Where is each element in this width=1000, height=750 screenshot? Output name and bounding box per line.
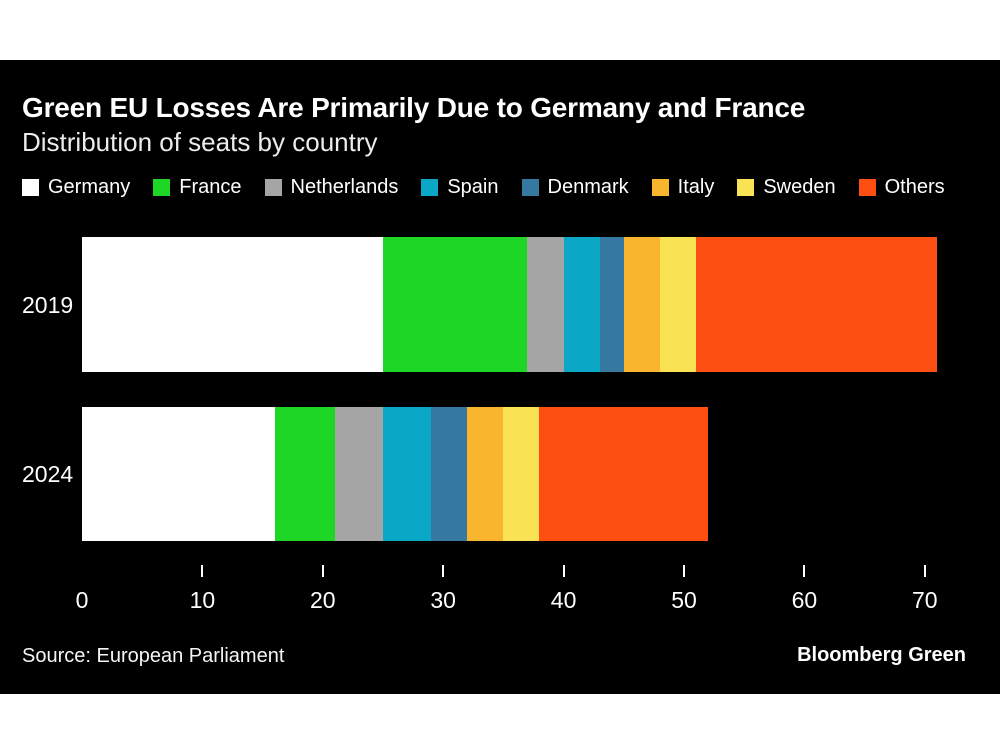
axis-tick-label: 50 (671, 587, 697, 613)
legend-item-netherlands: Netherlands (264, 176, 399, 198)
axis-tick-label: 70 (912, 587, 938, 613)
legend-swatch-icon (421, 178, 439, 196)
bar-segment-france (383, 237, 528, 372)
axis-tick-label: 0 (75, 587, 89, 613)
bar-segment-denmark (431, 407, 468, 541)
legend-item-denmark: Denmark (521, 176, 629, 198)
legend-item-sweden: Sweden (737, 176, 836, 198)
axis-tick (321, 565, 324, 577)
legend-label: Italy (677, 176, 715, 198)
axis-tick (683, 565, 685, 577)
legend-swatch-icon (651, 178, 669, 196)
bar-segment-denmark (599, 237, 624, 372)
legend-item-italy: Italy (651, 176, 715, 198)
legend-label: Germany (48, 176, 131, 198)
stacked-bar-2019 (82, 237, 937, 372)
bar-segment-germany (82, 407, 275, 541)
brand-logo: Bloomberg Green (797, 644, 966, 666)
axis-tick (923, 565, 926, 577)
legend-label: Others (884, 176, 945, 198)
bar-segment-netherlands (334, 407, 383, 541)
chart-panel: Green EU Losses Are Primarily Due to Ger… (0, 60, 1000, 694)
axis-tick-label: 30 (430, 587, 456, 613)
category-label-2024: 2024 (22, 461, 74, 487)
legend-label: France (179, 176, 242, 198)
axis-tick-label: 20 (310, 587, 336, 613)
axis-tick (442, 565, 445, 577)
axis-tick-label: 40 (550, 587, 577, 613)
category-label-2019: 2019 (22, 291, 74, 318)
bar-segment-others (539, 407, 708, 541)
bar-segment-germany (82, 237, 383, 372)
source-note: Source: European Parliament (22, 645, 285, 667)
bar-segment-spain (382, 407, 432, 541)
axis-tick (562, 565, 565, 577)
legend-label: Denmark (547, 176, 629, 198)
legend-label: Spain (447, 176, 499, 198)
legend-item-germany: Germany (22, 177, 130, 197)
bar-segment-sweden (503, 407, 540, 541)
axis-tick (201, 565, 204, 577)
bar-segment-spain (563, 237, 600, 372)
bar-segment-netherlands (527, 237, 564, 372)
axis-tick-label: 60 (791, 587, 818, 613)
legend-item-france: France (153, 176, 242, 198)
legend-label: Sweden (763, 176, 836, 198)
bar-segment-sweden (659, 237, 696, 372)
legend-swatch-icon (521, 178, 539, 196)
chart-legend: Germany France Netherlands Spain Denmark Ital… (22, 176, 945, 198)
chart-title: Green EU Losses Are Primarily Due to Ger… (22, 92, 806, 123)
stacked-bar-2024 (82, 407, 708, 541)
bar-segment-italy (467, 407, 504, 541)
bar-segment-france (274, 407, 335, 541)
legend-swatch-icon (264, 178, 282, 196)
legend-item-spain: Spain (421, 176, 499, 198)
legend-swatch-icon (153, 178, 171, 196)
legend-item-others: Others (858, 176, 945, 198)
chart-subtitle: Distribution of seats by country (22, 127, 378, 157)
legend-swatch-icon (737, 178, 755, 196)
bar-segment-others (695, 237, 937, 372)
plot-area: 2019 2024 0 10 20 30 40 50 60 70 (0, 60, 1000, 694)
bar-segment-italy (623, 237, 660, 372)
axis-tick (803, 565, 806, 577)
legend-swatch-icon (858, 178, 876, 196)
legend-swatch-icon (22, 178, 39, 196)
legend-label: Netherlands (290, 176, 399, 198)
axis-tick-label: 10 (189, 587, 216, 613)
